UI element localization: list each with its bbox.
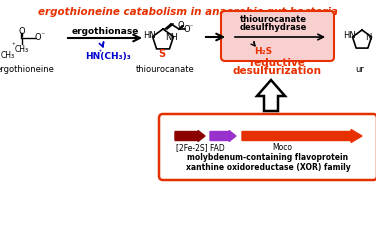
FancyBboxPatch shape (221, 11, 334, 61)
Text: S: S (158, 49, 165, 59)
Text: HN: HN (143, 30, 155, 39)
Text: ur: ur (356, 64, 364, 73)
Text: desulfurization: desulfurization (232, 66, 321, 76)
FancyBboxPatch shape (159, 114, 376, 180)
Text: CH₃: CH₃ (1, 51, 15, 59)
Text: O: O (184, 25, 190, 34)
Text: thiourocanate: thiourocanate (240, 16, 306, 25)
Text: [2Fe-2S] FAD: [2Fe-2S] FAD (176, 143, 224, 152)
Text: ⁺: ⁺ (98, 49, 102, 58)
FancyArrow shape (242, 130, 362, 143)
Polygon shape (257, 80, 285, 111)
Text: ergothioneine catabolism in anaerobic gut bacteria: ergothioneine catabolism in anaerobic gu… (38, 7, 338, 17)
Text: ⁻: ⁻ (41, 30, 45, 39)
Text: xanthine oxidoreductase (XOR) family: xanthine oxidoreductase (XOR) family (186, 163, 350, 172)
Text: ergothionase: ergothionase (71, 28, 139, 37)
FancyArrow shape (175, 131, 205, 142)
Text: ergothioneine: ergothioneine (0, 64, 55, 73)
Text: NH: NH (165, 33, 178, 42)
Text: reductive: reductive (249, 58, 305, 68)
Text: HN: HN (344, 30, 356, 39)
Text: CH₃: CH₃ (15, 46, 29, 55)
FancyArrow shape (210, 131, 236, 142)
Text: N: N (365, 34, 371, 42)
Text: ⁺: ⁺ (11, 43, 15, 49)
Text: O: O (178, 21, 184, 30)
Text: molybdenum-containing flavoprotein: molybdenum-containing flavoprotein (188, 153, 349, 163)
Text: O: O (35, 34, 41, 42)
Text: H₂S: H₂S (254, 46, 272, 55)
Text: Moco: Moco (272, 143, 292, 152)
Text: thiourocanate: thiourocanate (136, 64, 194, 73)
Text: HN(CH₃)₃: HN(CH₃)₃ (85, 51, 131, 60)
Text: desulfhydrase: desulfhydrase (239, 22, 307, 31)
Text: ⁻: ⁻ (189, 22, 193, 31)
Text: O: O (19, 26, 25, 35)
